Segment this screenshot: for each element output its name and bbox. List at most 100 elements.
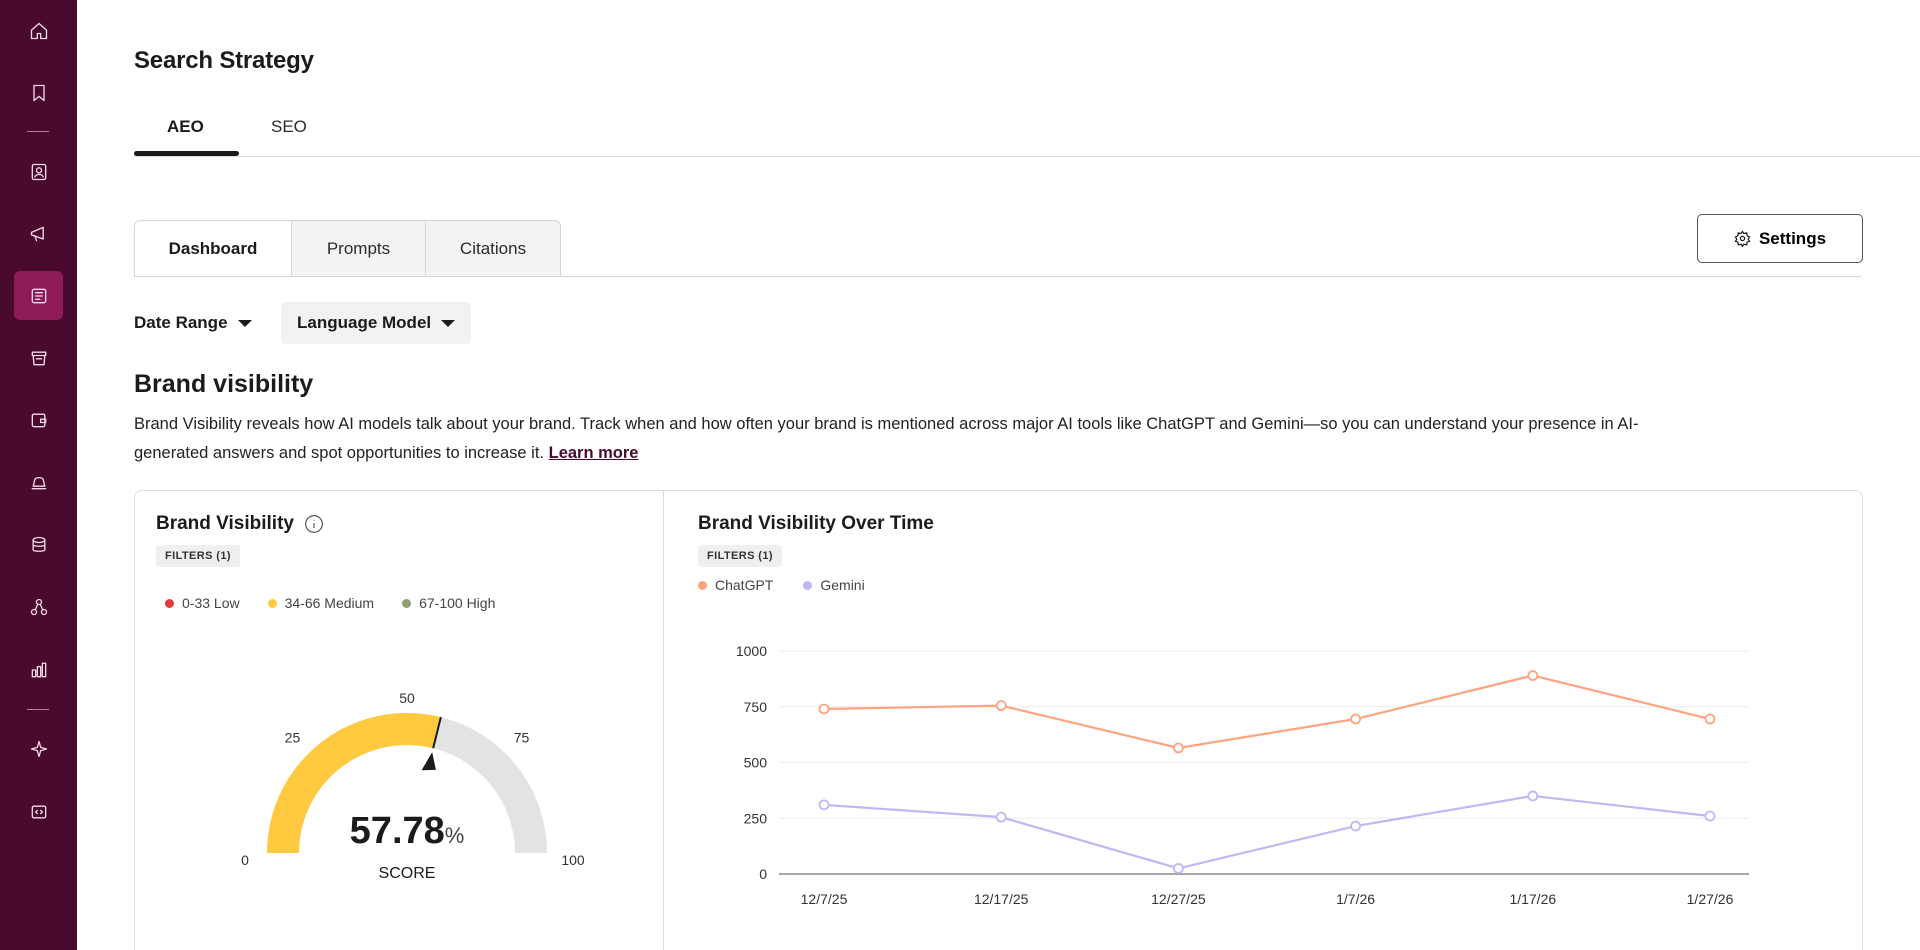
gauge-card-title-text: Brand Visibility [156, 513, 294, 534]
subtab-citations[interactable]: Citations [425, 220, 561, 277]
data-point-gemini[interactable] [1527, 790, 1539, 802]
page-title: Search Strategy [134, 47, 314, 74]
gauge-filters-chip[interactable]: FILTERS (1) [156, 545, 240, 567]
legend-dot [402, 598, 412, 608]
data-point-gemini[interactable] [1704, 810, 1716, 822]
bell-icon[interactable] [14, 457, 63, 506]
inbox-icon[interactable] [14, 333, 63, 382]
line-card-title: Brand Visibility Over Time [698, 513, 934, 534]
subtab-prompts[interactable]: Prompts [291, 220, 426, 277]
gauge-fill [267, 713, 441, 853]
section-title: Brand visibility [134, 370, 314, 398]
legend-medium-label: 34-66 Medium [284, 595, 375, 611]
legend-high: 67-100 High [402, 595, 495, 611]
code-icon[interactable] [14, 787, 63, 836]
sidebar-divider [27, 131, 49, 132]
x-tick-label: 12/27/25 [1151, 891, 1206, 907]
data-point-gemini[interactable] [818, 799, 830, 811]
gauge-chart: 0 25 50 75 100 57.78% SCORE [241, 690, 585, 881]
bookmark-icon[interactable] [14, 68, 63, 117]
main-content: Search Strategy AEO SEO Dashboard Prompt… [77, 0, 1920, 950]
home-icon[interactable] [14, 6, 63, 55]
legend-dot [267, 598, 277, 608]
section-description: Brand Visibility reveals how AI models t… [134, 410, 1694, 468]
gauge-tick-label: 0 [241, 852, 249, 868]
series-line-gemini [823, 794, 1711, 870]
settings-label: Settings [1758, 228, 1827, 248]
tab-seo[interactable]: SEO [271, 117, 307, 136]
line-legend: ChatGPT Gemini [698, 577, 865, 593]
score-number: 57.78 [350, 810, 445, 852]
info-icon[interactable] [304, 514, 324, 534]
legend-dot [698, 580, 707, 590]
gauge-tick-label: 100 [561, 852, 585, 868]
data-point-chatgpt[interactable] [1704, 713, 1716, 725]
newspaper-icon[interactable] [14, 271, 63, 320]
gauge-marker-line [432, 716, 442, 749]
data-point-gemini[interactable] [1350, 820, 1361, 832]
score-value: 57.78% [350, 810, 465, 852]
data-point-chatgpt[interactable] [818, 703, 830, 715]
x-tick-label: 1/17/26 [1509, 891, 1556, 907]
date-range-dropdown[interactable]: Date Range [134, 302, 252, 344]
gauge-card-title: Brand Visibility [156, 513, 324, 535]
data-point-chatgpt[interactable] [1527, 670, 1539, 681]
megaphone-icon[interactable] [14, 209, 63, 258]
x-tick-label: 1/27/26 [1687, 891, 1734, 907]
legend-chatgpt-label: ChatGPT [715, 577, 774, 593]
language-model-dropdown[interactable]: Language Model [281, 302, 472, 344]
legend-gemini-label: Gemini [820, 577, 865, 593]
language-model-label: Language Model [297, 313, 432, 332]
tab-aeo[interactable]: AEO [167, 117, 204, 136]
network-icon[interactable] [14, 582, 63, 631]
series-line-chatgpt [823, 674, 1711, 750]
contact-card-icon[interactable] [14, 147, 63, 196]
subtab-bar: Dashboard Prompts Citations [134, 220, 561, 277]
x-tick-label: 12/17/25 [974, 891, 1029, 907]
cards-container: Brand Visibility FILTERS (1) 0-33 Low 34… [134, 490, 1863, 950]
score-unit: % [445, 823, 465, 848]
y-tick-label: 0 [759, 866, 767, 882]
database-icon[interactable] [14, 520, 63, 569]
legend-high-label: 67-100 High [419, 595, 496, 611]
x-tick-label: 1/7/26 [1336, 891, 1375, 907]
subtab-dashboard[interactable]: Dashboard [134, 220, 292, 277]
settings-button[interactable]: Settings [1697, 214, 1863, 263]
subtab-divider [134, 276, 1861, 277]
gauge-tick-label: 25 [285, 729, 301, 745]
wallet-icon[interactable] [14, 395, 63, 444]
caret-down-icon [237, 319, 252, 327]
legend-dot [165, 598, 174, 608]
legend-gemini: Gemini [803, 577, 865, 593]
bar-chart-icon[interactable] [14, 645, 63, 694]
data-point-chatgpt[interactable] [1173, 742, 1184, 754]
y-tick-label: 250 [744, 810, 768, 826]
x-tick-label: 12/7/25 [801, 891, 848, 907]
data-point-chatgpt[interactable] [995, 700, 1007, 712]
sidebar [0, 0, 77, 950]
date-range-label: Date Range [134, 313, 228, 332]
tab-divider [134, 156, 1920, 157]
active-tab-indicator [134, 151, 239, 156]
learn-more-link[interactable]: Learn more [548, 444, 639, 462]
line-filters-chip[interactable]: FILTERS (1) [698, 545, 782, 567]
score-label: SCORE [379, 865, 436, 881]
gauge-tick-label: 50 [399, 690, 415, 706]
sidebar-divider [27, 709, 49, 710]
caret-down-icon [441, 319, 456, 327]
y-tick-label: 1000 [736, 643, 767, 659]
data-point-chatgpt[interactable] [1350, 713, 1361, 725]
sparkle-icon[interactable] [14, 724, 63, 773]
y-tick-label: 750 [744, 699, 768, 715]
legend-chatgpt: ChatGPT [698, 577, 773, 593]
y-tick-label: 500 [744, 755, 768, 771]
gauge-tick-label: 75 [514, 729, 530, 745]
legend-low: 0-33 Low [165, 595, 240, 611]
data-point-gemini[interactable] [995, 811, 1007, 823]
card-divider [663, 491, 664, 950]
data-point-gemini[interactable] [1173, 863, 1184, 874]
gear-icon [1734, 230, 1751, 247]
legend-medium: 34-66 Medium [267, 595, 375, 611]
gauge-legend: 0-33 Low 34-66 Medium 67-100 High [165, 595, 495, 611]
line-chart: 0 250 500 750 1000 12/7/25 12/17/25 12/27/25 1/7… [736, 643, 1749, 907]
